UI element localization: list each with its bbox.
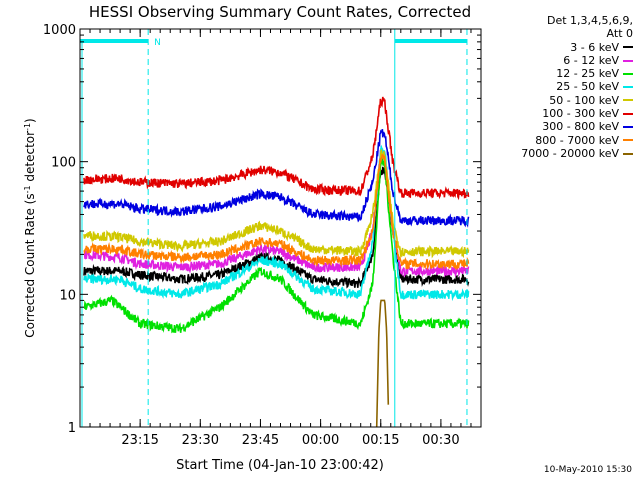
night-marker-label: N [154, 38, 161, 48]
y-tick-label: 100 [51, 156, 76, 171]
legend-entry: 800 - 7000 keV [483, 134, 633, 147]
legend-entry: 12 - 25 keV [483, 67, 633, 80]
legend-label: 7000 - 20000 keV [521, 146, 619, 160]
legend: Det 1,3,4,5,6,9, Att 0 3 - 6 keV 6 - 12 … [483, 14, 633, 160]
series-line [83, 96, 470, 201]
x-tick-label: 00:15 [362, 433, 399, 448]
legend-entry: 7000 - 20000 keV [483, 147, 633, 160]
legend-label: 6 - 12 keV [563, 53, 619, 67]
series-line [375, 299, 390, 428]
x-tick-label: 23:45 [242, 433, 279, 448]
y-axis-label: Corrected Count Rate (s-1 detector-1) [23, 118, 38, 337]
y-tick-label: 10 [59, 288, 76, 303]
series-line [83, 149, 470, 278]
legend-entry: 50 - 100 keV [483, 94, 633, 107]
x-tick-label: 00:00 [302, 433, 339, 448]
y-label-part-2: detector [23, 131, 37, 186]
legend-header-line-1: Det 1,3,4,5,6,9, [546, 14, 633, 27]
x-axis-label: Start Time (04-Jan-10 23:00:42) [176, 458, 384, 473]
legend-label: 12 - 25 keV [556, 67, 619, 81]
legend-swatch [623, 86, 633, 89]
series-line [83, 129, 470, 228]
legend-entry: 25 - 50 keV [483, 80, 633, 93]
legend-swatch [623, 152, 633, 155]
legend-entry: 6 - 12 keV [483, 54, 633, 67]
legend-label: 300 - 800 keV [542, 120, 619, 134]
marker-layer: N [80, 29, 468, 427]
legend-label: 50 - 100 keV [549, 93, 619, 107]
x-tick-label: 00:30 [422, 433, 459, 448]
y-label-part-3: ) [23, 118, 37, 123]
legend-entry: 3 - 6 keV [483, 41, 633, 54]
y-tick-label: 1 [68, 421, 76, 436]
legend-label: 800 - 7000 keV [535, 133, 619, 147]
legend-label: 3 - 6 keV [570, 40, 619, 54]
legend-swatch [623, 46, 633, 49]
legend-swatch [623, 139, 633, 142]
chart-title: HESSI Observing Summary Count Rates, Cor… [89, 3, 471, 21]
y-label-sup-2: -1 [23, 123, 32, 131]
y-label-sup-1: -1 [23, 185, 32, 193]
legend-swatch [623, 99, 633, 102]
y-label-part-1: Corrected Count Rate (s [23, 193, 37, 337]
legend-swatch [623, 126, 633, 129]
legend-swatch [623, 112, 633, 115]
legend-header-line-2: Att 0 [606, 27, 633, 41]
series-layer [83, 96, 470, 428]
legend-swatch [623, 72, 633, 75]
timestamp: 10-May-2010 15:30 [543, 465, 632, 475]
legend-entry: 300 - 800 keV [483, 120, 633, 133]
x-tick-label: 23:15 [121, 433, 158, 448]
legend-swatch [623, 59, 633, 62]
legend-label: 100 - 300 keV [542, 107, 619, 121]
x-tick-label: 23:30 [182, 433, 219, 448]
legend-label: 25 - 50 keV [556, 80, 619, 94]
y-tick-label: 1000 [43, 23, 76, 38]
series-line [83, 144, 470, 302]
legend-entry: 100 - 300 keV [483, 107, 633, 120]
